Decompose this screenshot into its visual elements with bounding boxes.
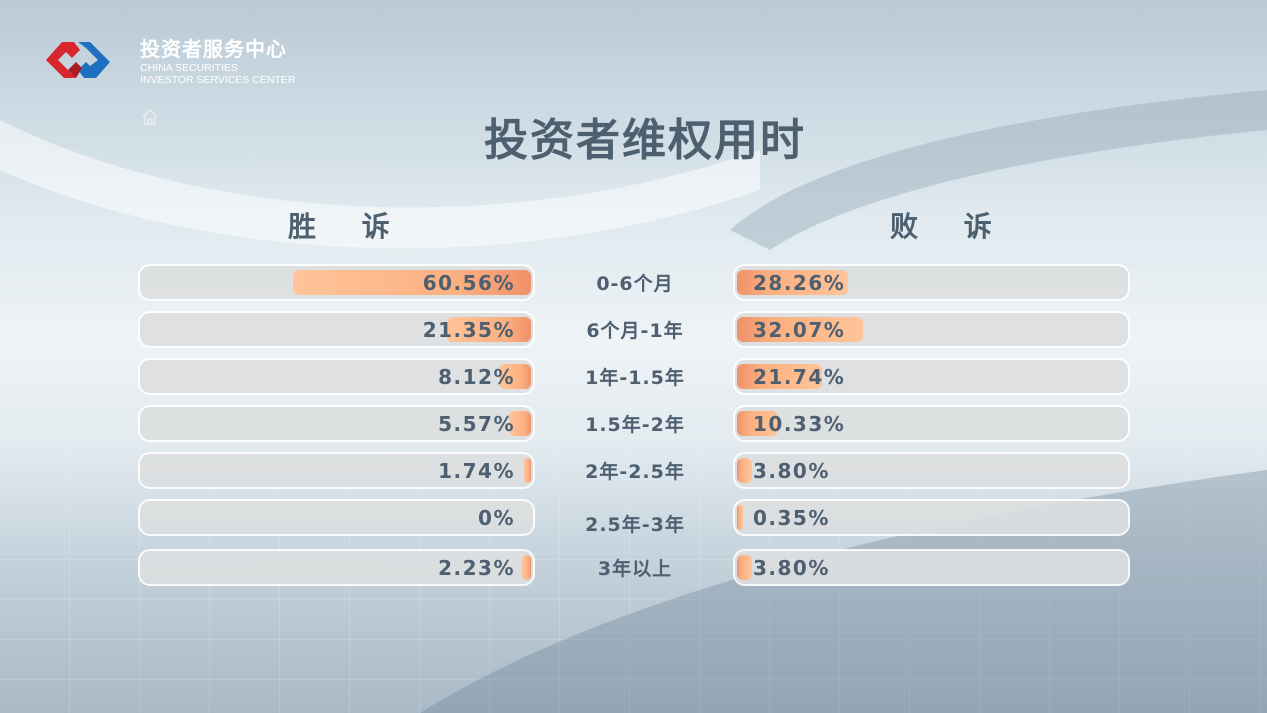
win-bar [499,364,531,389]
home-icon[interactable] [141,108,159,126]
win-bar-track: 2.23% [140,551,533,584]
lose-data-label: 21.74% [753,365,846,389]
win-data-label: 60.56% [422,271,515,295]
lose-bar [737,364,823,389]
category-label: 2年-2.5年 [585,461,685,483]
win-bar [447,317,531,342]
win-data-label: 0% [478,506,515,530]
win-bar-track: 1.74% [140,454,533,487]
lose-bar-track: 28.26% [735,266,1128,299]
lose-bar-track: 0.35% [735,501,1128,534]
lose-data-label: 32.07% [753,318,846,342]
org-name-en-line1: CHINA SECURITIES [140,62,239,74]
category-label: 6个月-1年 [586,320,684,342]
category-label: 0-6个月 [596,273,674,295]
win-data-label: 21.35% [422,318,515,342]
lose-data-label: 28.26% [753,271,846,295]
org-name-cn: 投资者服务中心 [140,37,287,61]
win-bar [293,270,531,295]
lose-bar-track: 32.07% [735,313,1128,346]
win-bar [509,411,531,436]
win-bar-track: 8.12% [140,360,533,393]
series-title-lose: 败 诉 [890,210,1010,243]
lose-bar [737,317,864,342]
win-bar [522,555,531,580]
lose-bar [737,270,849,295]
category-label: 1.5年-2年 [585,414,685,436]
win-bar-track: 21.35% [140,313,533,346]
background-swoosh [730,90,1267,250]
category-label: 2.5年-3年 [585,514,685,536]
category-label: 3年以上 [597,558,673,580]
org-name-en-line2: INVESTOR SERVICES CENTER [140,74,296,86]
lose-data-label: 0.35% [753,506,830,530]
series-title-win: 胜 诉 [288,210,408,243]
lose-bar-track: 3.80% [735,551,1128,584]
lose-bar [737,411,778,436]
org-name-en: CHINA SECURITIES INVESTOR SERVICES CENTE… [140,62,295,86]
win-data-label: 2.23% [438,556,515,580]
category-label: 1年-1.5年 [585,367,685,389]
win-bar [524,458,531,483]
win-data-label: 5.57% [438,412,515,436]
lose-bar-track: 10.33% [735,407,1128,440]
lose-data-label: 10.33% [753,412,846,436]
lose-bar-track: 21.74% [735,360,1128,393]
lose-data-label: 3.80% [753,459,830,483]
lose-bar [737,458,752,483]
lose-bar [737,555,752,580]
background-swoosh [0,120,760,249]
win-data-label: 1.74% [438,459,515,483]
lose-bar [737,505,743,530]
csisc-logo-icon [46,42,110,78]
lose-data-label: 3.80% [753,556,830,580]
chart-title: 投资者维权用时 [484,115,806,166]
win-bar-track: 0% [140,501,533,534]
win-bar-track: 60.56% [140,266,533,299]
win-bar-track: 5.57% [140,407,533,440]
lose-bar-track: 3.80% [735,454,1128,487]
win-data-label: 8.12% [438,365,515,389]
